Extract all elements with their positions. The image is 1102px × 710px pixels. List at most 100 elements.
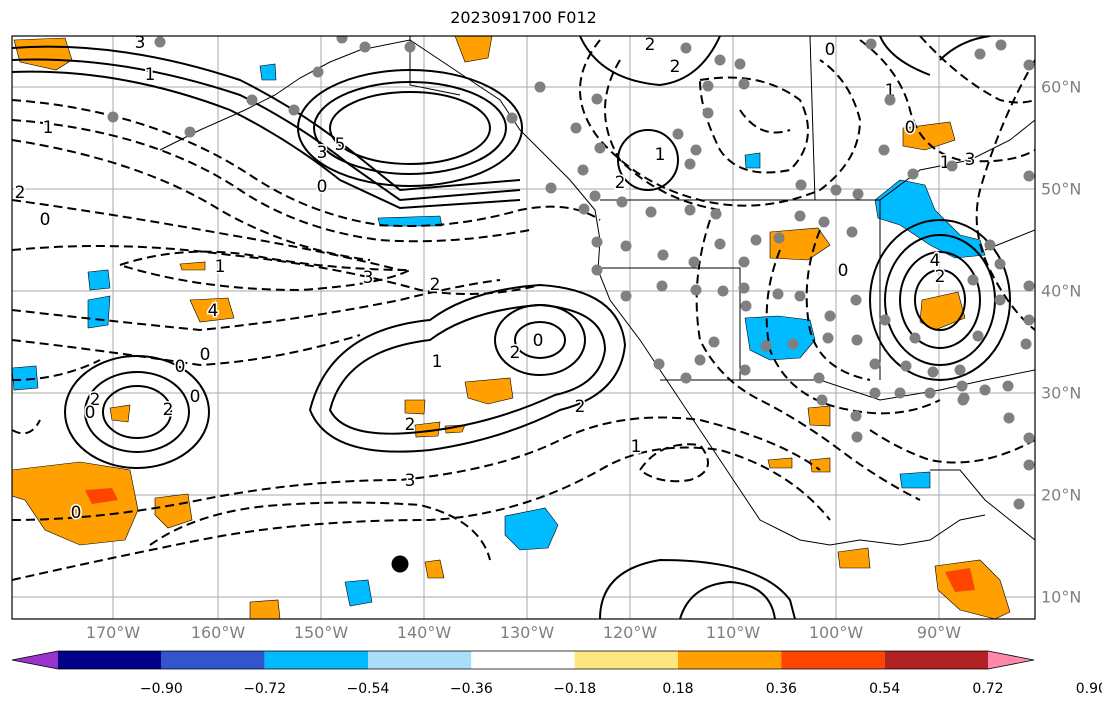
colorbar-tick-label: 0.54 <box>869 681 901 697</box>
contour-label: 0 <box>838 261 849 281</box>
station-marker <box>672 128 684 140</box>
station-marker <box>653 358 665 370</box>
station-marker <box>958 392 970 404</box>
station-marker <box>734 58 746 70</box>
station-marker <box>702 80 714 92</box>
station-marker <box>684 158 696 170</box>
station-marker <box>545 182 557 194</box>
station-marker <box>680 42 692 54</box>
latitude-tick-label: 10°N <box>1041 587 1082 607</box>
station-marker <box>851 431 863 443</box>
station-marker <box>927 366 939 378</box>
station-marker <box>995 39 1007 51</box>
colorbar-tick-label: −0.36 <box>449 681 493 697</box>
contour-label: 3 <box>363 268 374 288</box>
contour-label: 0 <box>71 503 82 523</box>
longitude-tick-label: 130°W <box>499 623 555 642</box>
station-marker <box>1023 59 1035 71</box>
station-marker <box>570 122 582 134</box>
station-marker <box>506 112 518 124</box>
station-marker <box>684 204 696 216</box>
contour-label: 2 <box>645 35 656 55</box>
contour-label: 2 <box>163 400 174 420</box>
station-marker <box>822 332 834 344</box>
longitude-tick-label: 90°W <box>916 623 962 642</box>
colorbar-cell <box>884 651 988 669</box>
station-marker <box>620 290 632 302</box>
station-marker <box>184 126 196 138</box>
latitude-tick-label: 30°N <box>1041 383 1082 403</box>
colorbar-tick-label: −0.90 <box>139 681 183 697</box>
station-marker <box>1023 432 1035 444</box>
colorbar-tick-label: 0.18 <box>662 681 694 697</box>
station-marker <box>894 387 906 399</box>
station-marker <box>773 232 785 244</box>
station-marker <box>1013 498 1025 510</box>
station-marker <box>702 107 714 119</box>
contour-label: 0 <box>40 210 51 230</box>
station-marker <box>336 36 348 44</box>
longitude-tick-label: 150°W <box>293 623 349 642</box>
colorbar-cell <box>781 651 885 669</box>
station-marker <box>714 238 726 250</box>
station-marker <box>816 394 828 406</box>
station-marker <box>794 290 806 302</box>
contour-label: 5 <box>335 135 346 155</box>
station-marker <box>312 66 324 78</box>
colorbar-cell <box>161 651 265 669</box>
station-marker <box>404 41 416 53</box>
colorbar-tick-label: 0.72 <box>972 681 1004 697</box>
contour-label: 2 <box>510 343 521 363</box>
station-marker <box>1023 170 1035 182</box>
station-marker <box>694 354 706 366</box>
station-marker <box>794 210 806 222</box>
station-marker <box>984 239 996 251</box>
colorbar <box>11 650 1035 670</box>
station-marker <box>1023 280 1035 292</box>
latitude-tick-label: 20°N <box>1041 485 1082 505</box>
contour-label: 2 <box>15 183 26 203</box>
contour-label: 1 <box>215 257 226 277</box>
station-marker <box>813 372 825 384</box>
contour-label: 2 <box>935 267 946 287</box>
station-marker <box>577 164 589 176</box>
station-marker <box>616 196 628 208</box>
contour-label: 3 <box>135 33 146 53</box>
station-marker <box>288 104 300 116</box>
latitude-tick-label: 40°N <box>1041 281 1082 301</box>
dashed-contours <box>12 36 1035 581</box>
contour-label: 4 <box>208 301 219 321</box>
station-marker <box>738 282 750 294</box>
contour-label: 0 <box>317 177 328 197</box>
station-marker <box>690 284 702 296</box>
longitude-tick-label: 140°W <box>396 623 452 642</box>
contour-label: 2 <box>615 173 626 193</box>
station-marker <box>878 144 890 156</box>
station-marker <box>591 264 603 276</box>
station-marker <box>710 208 722 220</box>
station-marker <box>578 203 590 215</box>
station-marker <box>851 334 863 346</box>
station-marker <box>850 294 862 306</box>
colorbar-tick-label: −0.18 <box>553 681 597 697</box>
station-marker <box>979 384 991 396</box>
station-marker <box>850 410 862 422</box>
station-marker <box>795 179 807 191</box>
latitude-tick-label: 60°N <box>1041 77 1082 97</box>
station-marker <box>246 94 258 106</box>
contour-label: 3 <box>405 471 416 491</box>
longitude-tick-label: 110°W <box>705 623 761 642</box>
station-marker <box>818 216 830 228</box>
contour-label: 2 <box>670 57 681 77</box>
colorbar-tick-label: 0.90 <box>1075 681 1102 697</box>
station-marker <box>907 168 919 180</box>
station-marker <box>739 364 751 376</box>
station-marker <box>1003 412 1015 424</box>
colorbar-extend-low <box>12 651 58 669</box>
station-marker <box>1002 380 1014 392</box>
contour-label: 0 <box>85 403 96 423</box>
contour-label: 0 <box>200 345 211 365</box>
contour-label: 4 <box>930 251 941 271</box>
contour-label: 1 <box>631 437 642 457</box>
